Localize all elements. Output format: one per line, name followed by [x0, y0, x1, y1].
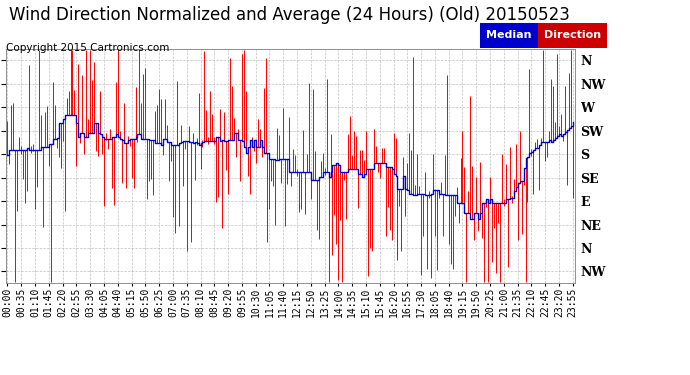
Text: Median: Median	[486, 30, 531, 40]
Text: Wind Direction Normalized and Average (24 Hours) (Old) 20150523: Wind Direction Normalized and Average (2…	[10, 6, 570, 24]
Text: Direction: Direction	[544, 30, 601, 40]
Text: Copyright 2015 Cartronics.com: Copyright 2015 Cartronics.com	[6, 43, 169, 53]
